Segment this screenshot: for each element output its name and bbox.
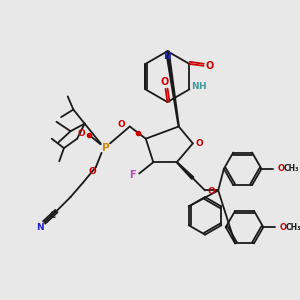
Text: CH₃: CH₃ <box>286 223 300 232</box>
Text: N: N <box>191 82 199 91</box>
Text: O: O <box>78 129 86 138</box>
Text: N: N <box>36 223 43 232</box>
Text: O: O <box>279 223 286 232</box>
Text: H: H <box>198 82 206 91</box>
Text: O: O <box>196 139 203 148</box>
Text: O: O <box>206 61 214 71</box>
Text: N: N <box>163 52 170 62</box>
Text: O: O <box>117 120 125 129</box>
Text: O: O <box>160 77 169 87</box>
Text: F: F <box>129 170 136 180</box>
Text: O: O <box>208 187 216 196</box>
Polygon shape <box>166 51 179 127</box>
Text: CH₃: CH₃ <box>284 164 300 173</box>
Polygon shape <box>176 162 194 179</box>
Text: P: P <box>101 143 109 153</box>
Text: O: O <box>88 167 96 176</box>
Text: C: C <box>50 211 56 220</box>
Text: O: O <box>278 164 284 173</box>
